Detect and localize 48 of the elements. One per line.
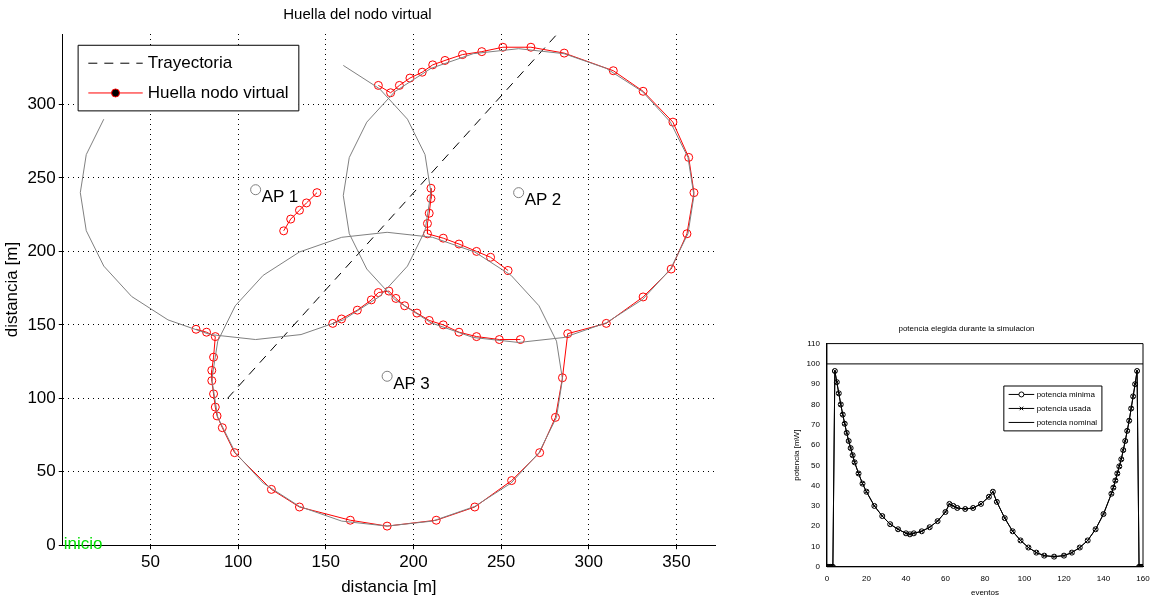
chart-title: Huella del nodo virtual	[283, 5, 432, 23]
y-tick-label: 40	[811, 480, 821, 490]
legend-label: potencia usada	[1036, 403, 1092, 413]
x-tick-label: 150	[311, 552, 340, 572]
y-tick-label: 70	[811, 419, 821, 429]
x-tick-label: 0	[824, 573, 830, 583]
x-tick-label: 50	[140, 552, 160, 572]
annotation: AP 2	[524, 189, 562, 209]
y-tick-label: 250	[27, 167, 56, 187]
x-axis-title: eventos	[970, 588, 999, 598]
y-tick-label: 60	[811, 440, 821, 450]
x-tick-label: 120	[1057, 573, 1072, 583]
y-axis-title: distancia [m]	[1, 241, 21, 338]
y-tick-label: 20	[811, 521, 821, 531]
x-tick-label: 20	[862, 573, 872, 583]
legend-label: potencia nominal	[1036, 417, 1098, 427]
x-tick-label: 250	[486, 552, 516, 572]
x-tick-label: 60	[941, 573, 951, 583]
y-axis-title: potencia [mW]	[792, 429, 801, 481]
y-tick-label: 80	[811, 399, 821, 409]
legend-label: Trayectoria	[147, 52, 233, 72]
x-tick-label: 100	[223, 552, 253, 572]
x-tick-label: 80	[980, 573, 990, 583]
y-tick-label: 50	[36, 461, 56, 481]
legend-label: Huella nodo virtual	[147, 82, 289, 102]
x-tick-label: 300	[574, 552, 603, 572]
y-tick-label: 300	[27, 94, 56, 114]
y-tick-label: 0	[46, 534, 56, 554]
x-tick-label: 140	[1096, 573, 1111, 583]
y-tick-label: 90	[811, 379, 821, 389]
x-tick-label: 350	[662, 552, 691, 572]
y-tick-label: 30	[811, 501, 821, 511]
y-tick-label: 100	[27, 387, 56, 407]
y-tick-label: 10	[811, 541, 821, 551]
x-tick-label: 160	[1136, 573, 1151, 583]
y-tick-label: 110	[807, 338, 821, 348]
y-tick-label: 100	[806, 359, 821, 369]
annotation: AP 1	[261, 187, 299, 207]
x-tick-label: 40	[901, 573, 911, 583]
y-tick-label: 50	[811, 460, 821, 470]
y-tick-label: 200	[27, 241, 56, 261]
y-tick-label: 150	[27, 314, 56, 334]
annotation: AP 3	[393, 373, 430, 393]
x-tick-label: 200	[399, 552, 428, 572]
x-axis-title: distancia [m]	[341, 577, 437, 597]
x-tick-label: 100	[1017, 573, 1032, 583]
legend-label: potencia minima	[1036, 389, 1096, 399]
chart-title: potencia elegida durante la simulacion	[898, 324, 1035, 333]
